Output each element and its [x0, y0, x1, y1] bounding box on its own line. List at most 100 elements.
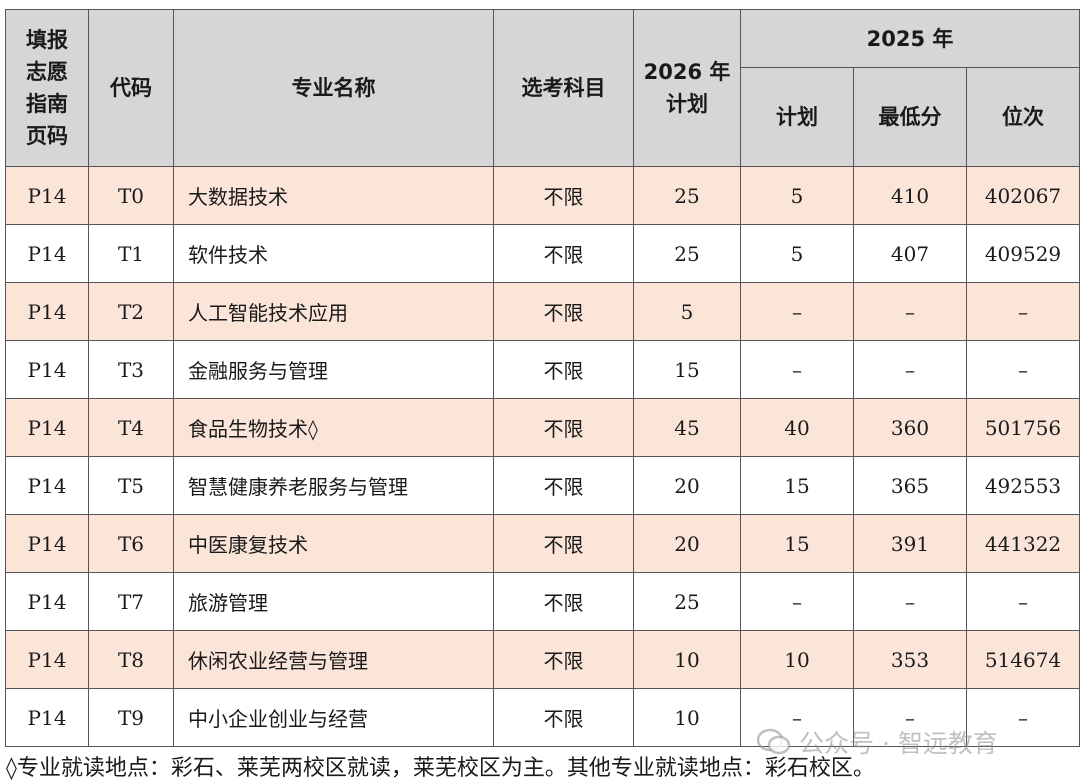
cell-code: T9: [88, 688, 174, 747]
cell-min-score: 360: [853, 398, 967, 457]
cell-plan-2025: –: [740, 340, 854, 399]
cell-plan-2026: 25: [633, 224, 741, 283]
cell-plan-2025: 40: [740, 398, 854, 457]
cell-rank: –: [966, 688, 1080, 747]
cell-min-score: –: [853, 340, 967, 399]
cell-subjects: 不限: [493, 572, 634, 631]
cell-major-name: 智慧健康养老服务与管理: [173, 456, 494, 515]
header-page-number: 填报 志愿 指南 页码: [5, 9, 89, 167]
table-row: P14 T4 食品生物技术◊ 不限 45 40 360 501756: [5, 398, 1080, 457]
table-body: P14 T0 大数据技术 不限 25 5 410 402067 P14 T1 软件技术 不限 25 5 40…: [5, 166, 1080, 747]
watermark: 公众号 · 智远教育: [757, 724, 998, 760]
cell-subjects: 不限: [493, 224, 634, 283]
cell-page: P14: [5, 340, 89, 399]
table-row: P14 T3 金融服务与管理 不限 15– – –: [5, 340, 1080, 399]
cell-rank: 402067: [966, 166, 1080, 225]
header-min-score: 最低分: [853, 67, 967, 167]
cell-code: T8: [88, 630, 174, 689]
watermark-text: 公众号 · 智远教育: [799, 729, 998, 758]
cell-code: T7: [88, 572, 174, 631]
cell-plan-2026: 20: [633, 456, 741, 515]
cell-major-name: 食品生物技术◊: [173, 398, 494, 457]
table-row: P14 T6 中医康复技术 不限 20 15 391 441322: [5, 514, 1080, 573]
header-rank: 位次: [966, 67, 1080, 167]
cell-rank: 409529: [966, 224, 1080, 283]
cell-min-score: 410: [853, 166, 967, 225]
cell-code: T5: [88, 456, 174, 515]
cell-min-score: 407: [853, 224, 967, 283]
header-subjects: 选考科目: [493, 9, 634, 167]
header-plan-2025: 计划: [740, 67, 854, 167]
cell-major-name: 金融服务与管理: [173, 340, 494, 399]
cell-rank: –: [966, 572, 1080, 631]
cell-code: T1: [88, 224, 174, 283]
cell-code: T3: [88, 340, 174, 399]
cell-min-score: 391: [853, 514, 967, 573]
cell-rank: 501756: [966, 398, 1080, 457]
cell-plan-2025: –: [740, 572, 854, 631]
cell-page: P14: [5, 224, 89, 283]
cell-plan-2026: 45: [633, 398, 741, 457]
cell-code: T6: [88, 514, 174, 573]
cell-plan-2026: 25: [633, 572, 741, 631]
cell-min-score: –: [853, 282, 967, 341]
cell-subjects: 不限: [493, 514, 634, 573]
cell-page: P14: [5, 630, 89, 689]
cell-plan-2025: 5: [740, 166, 854, 225]
cell-min-score: 365: [853, 456, 967, 515]
cell-subjects: 不限: [493, 282, 634, 341]
cell-plan-2025: 15: [740, 456, 854, 515]
cell-plan-2026: 5: [633, 282, 741, 341]
table-row: P14 T5 智慧健康养老服务与管理 不限 20 15 365 492553: [5, 456, 1080, 515]
cell-major-name: 人工智能技术应用: [173, 282, 494, 341]
cell-major-name: 中医康复技术: [173, 514, 494, 573]
cell-rank: 492553: [966, 456, 1080, 515]
header-plan-2026: 2026 年 计划: [633, 9, 741, 167]
cell-rank: –: [966, 282, 1080, 341]
cell-page: P14: [5, 514, 89, 573]
cell-plan-2025: –: [740, 282, 854, 341]
table-row: P14 T1 软件技术 不限 25 5 407 409529: [5, 224, 1080, 283]
cell-page: P14: [5, 398, 89, 457]
cell-plan-2025: 5: [740, 224, 854, 283]
cell-page: P14: [5, 456, 89, 515]
cell-plan-2026: 10: [633, 630, 741, 689]
cell-rank: –: [966, 340, 1080, 399]
cell-major-name: 大数据技术: [173, 166, 494, 225]
cell-plan-2026: 25: [633, 166, 741, 225]
cell-page: P14: [5, 572, 89, 631]
cell-min-score: –: [853, 572, 967, 631]
cell-subjects: 不限: [493, 688, 634, 747]
table-row: P14 T0 大数据技术 不限 25 5 410 402067: [5, 166, 1080, 225]
header-year-2025: 2025 年: [740, 9, 1080, 68]
cell-plan-2025: 10: [740, 630, 854, 689]
wechat-icon: [757, 728, 791, 755]
cell-rank: 441322: [966, 514, 1080, 573]
cell-plan-2026: 10: [633, 688, 741, 747]
cell-plan-2026: 15: [633, 340, 741, 399]
cell-major-name: 软件技术: [173, 224, 494, 283]
cell-code: T0: [88, 166, 174, 225]
cell-plan-2026: 20: [633, 514, 741, 573]
cell-rank: 514674: [966, 630, 1080, 689]
footnote: ◊专业就读地点：彩石、莱芜两校区就读，莱芜校区为主。其他专业就读地点：彩石校区。: [6, 756, 875, 781]
admission-plan-table: 填报 志愿 指南 页码 代码 专业名称 选考科目 2026 年 计划 2025 …: [5, 9, 1080, 747]
cell-page: P14: [5, 166, 89, 225]
table-row: P14 T2 人工智能技术应用 不限 5– – –: [5, 282, 1080, 341]
table-row: P14 T8 休闲农业经营与管理 不限 10 10 353 514674: [5, 630, 1080, 689]
cell-subjects: 不限: [493, 166, 634, 225]
cell-major-name: 旅游管理: [173, 572, 494, 631]
cell-major-name: 休闲农业经营与管理: [173, 630, 494, 689]
cell-code: T2: [88, 282, 174, 341]
cell-subjects: 不限: [493, 398, 634, 457]
cell-subjects: 不限: [493, 456, 634, 515]
header-major-name: 专业名称: [173, 9, 494, 167]
cell-page: P14: [5, 282, 89, 341]
cell-code: T4: [88, 398, 174, 457]
cell-subjects: 不限: [493, 340, 634, 399]
cell-major-name: 中小企业创业与经营: [173, 688, 494, 747]
cell-min-score: 353: [853, 630, 967, 689]
cell-plan-2025: 15: [740, 514, 854, 573]
cell-page: P14: [5, 688, 89, 747]
cell-min-score: –: [853, 688, 967, 747]
